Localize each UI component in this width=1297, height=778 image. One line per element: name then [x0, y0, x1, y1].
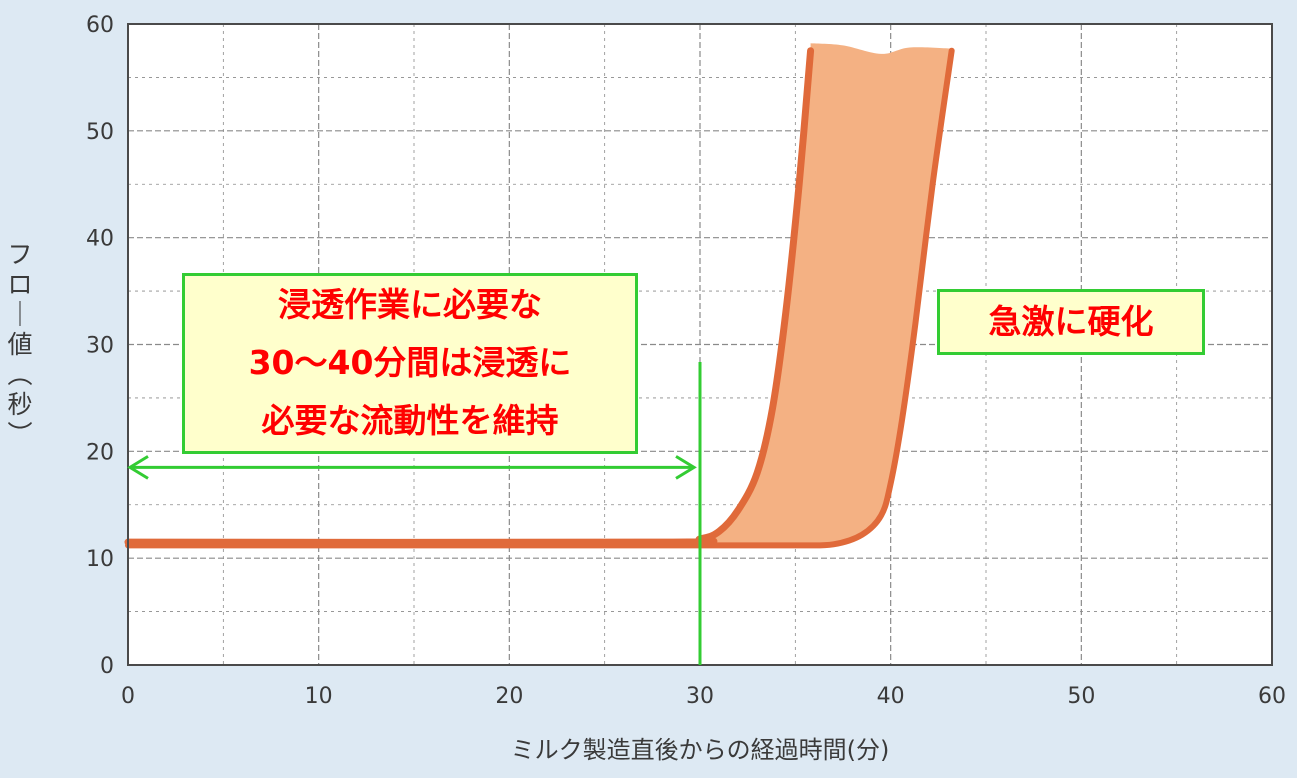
- y-tick-label: 40: [86, 227, 114, 252]
- y-axis-label-char: 値: [7, 330, 33, 359]
- y-axis-label-char: ｜: [7, 300, 33, 329]
- range-arrow-left-head: [127, 455, 149, 480]
- callout-right-text: 急激に硬化: [988, 302, 1154, 341]
- x-axis-ticks: 0 10 20 30 40 50 60: [121, 684, 1286, 709]
- x-tick-label: 10: [305, 684, 333, 709]
- callout-left-line-2: 30〜40分間は浸透に: [248, 343, 572, 382]
- flow-lower-line: [125, 47, 955, 549]
- y-axis-label-char: ロ: [7, 270, 33, 299]
- x-tick-label: 0: [121, 684, 135, 709]
- x-tick-label: 60: [1258, 684, 1286, 709]
- x-tick-label: 20: [495, 684, 523, 709]
- x-axis-label: ミルク製造直後からの経過時間(分): [511, 736, 890, 764]
- y-tick-label: 10: [86, 547, 114, 572]
- y-tick-label: 20: [86, 440, 114, 465]
- y-axis-label-char: 秒: [7, 390, 33, 419]
- y-axis-ticks: 0 10 20 30 40 50 60: [86, 13, 114, 679]
- y-tick-label: 30: [86, 334, 114, 359]
- range-arrow-right-head: [675, 455, 697, 480]
- y-axis-label: フロ｜値 ︵ 秒 ︶: [6, 240, 34, 450]
- maintain-fluidity-callout: 浸透作業に必要な 30〜40分間は浸透に 必要な流動性を維持: [182, 273, 638, 454]
- callout-left-line-1: 浸透作業に必要な: [278, 285, 542, 324]
- x-tick-label: 50: [1067, 684, 1095, 709]
- flow-band-area: [128, 43, 952, 546]
- x-tick-label: 40: [877, 684, 905, 709]
- x-tick-label: 30: [686, 684, 714, 709]
- callout-left-line-3: 必要な流動性を維持: [261, 401, 559, 440]
- y-axis-label-char: フ: [7, 240, 33, 269]
- y-tick-label: 60: [86, 13, 114, 38]
- y-tick-label: 0: [100, 654, 114, 679]
- range-arrow: [127, 455, 697, 480]
- rapid-hardening-callout: 急激に硬化: [937, 289, 1205, 355]
- y-axis-label-char: ︵: [7, 360, 33, 389]
- y-axis-label-char: ︶: [7, 420, 33, 449]
- y-tick-label: 50: [86, 120, 114, 145]
- flow-upper-line: [124, 47, 815, 546]
